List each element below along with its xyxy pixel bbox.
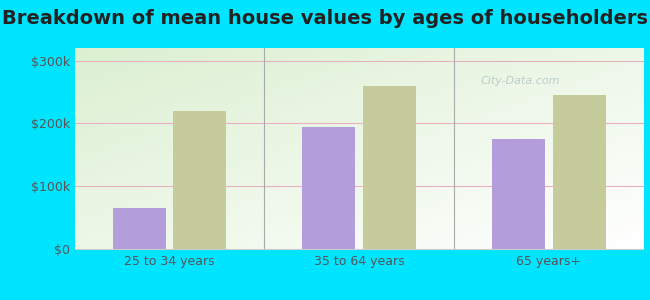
- Bar: [363, 86, 416, 249]
- Bar: [492, 139, 545, 249]
- Bar: [112, 208, 166, 249]
- Bar: [174, 111, 226, 249]
- Text: Breakdown of mean house values by ages of householders: Breakdown of mean house values by ages o…: [2, 9, 648, 28]
- Bar: [552, 95, 606, 249]
- Text: City-Data.com: City-Data.com: [480, 76, 560, 86]
- Bar: [302, 127, 356, 249]
